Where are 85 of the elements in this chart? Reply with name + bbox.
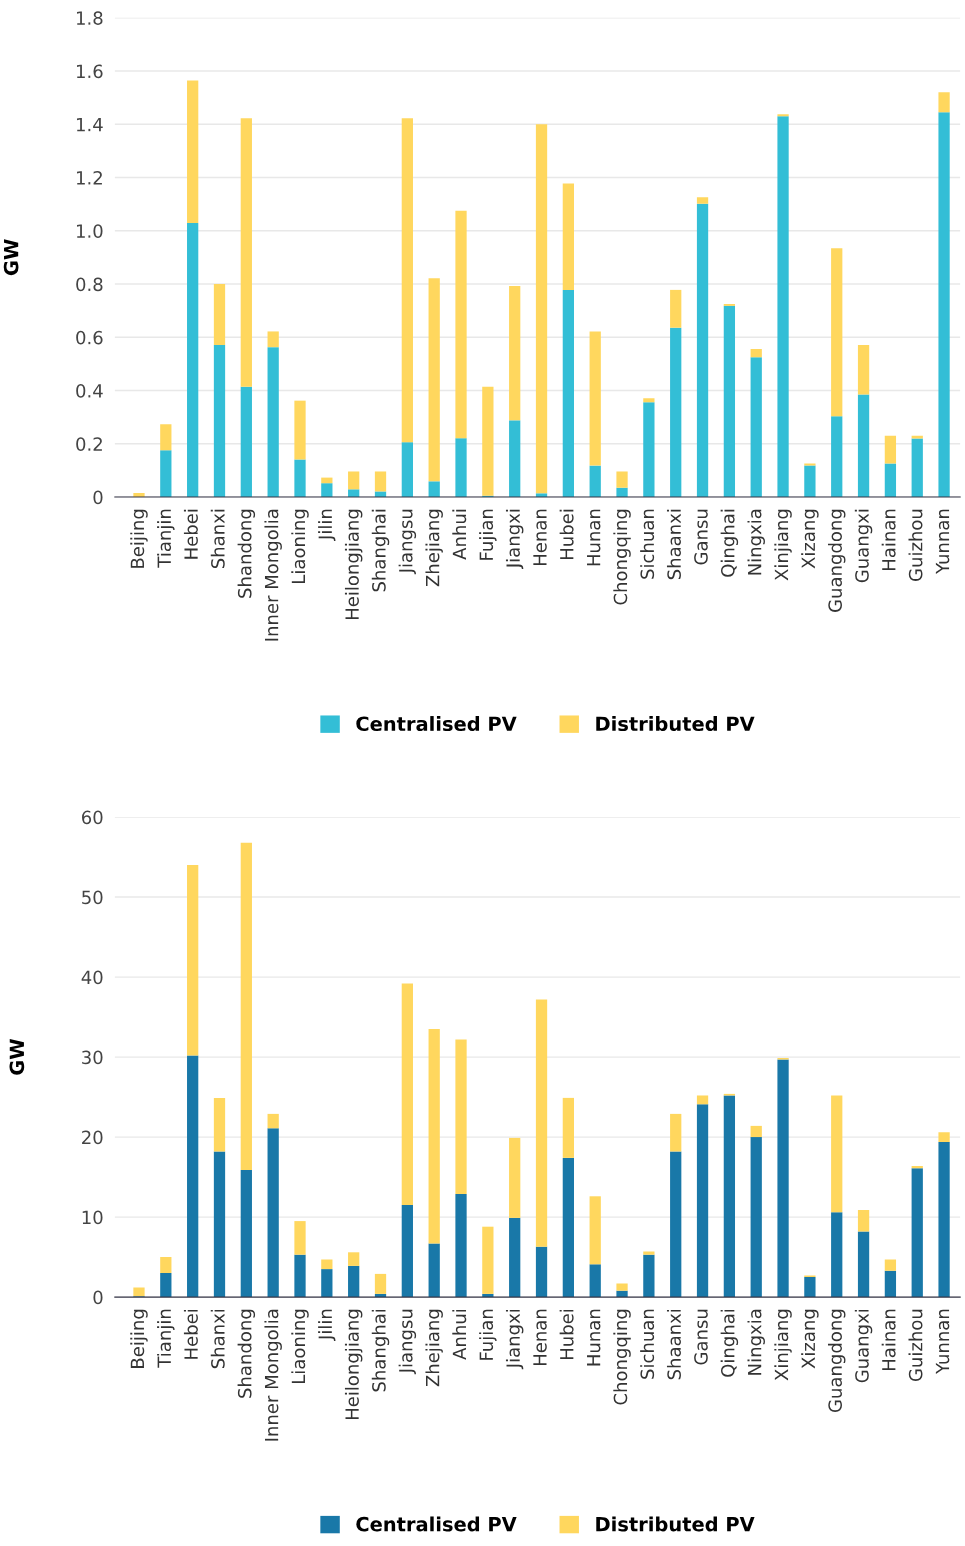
- x-tick-label: Chongqing: [613, 509, 631, 605]
- x-tick-label: Gansu: [694, 509, 708, 565]
- y-tick-label: 1.2: [76, 170, 102, 185]
- x-tick-label: Henan: [533, 1309, 547, 1366]
- x-tick-label: Shanxi: [210, 1309, 225, 1369]
- x-tick-label: Beijing: [130, 509, 148, 568]
- x-tick-label: Hubei: [559, 509, 574, 559]
- x-tick-label: Heilongjiang: [344, 1309, 363, 1420]
- x-tick-label: Hainan: [881, 509, 896, 570]
- x-tick-label: Liaoning: [291, 509, 309, 583]
- x-tick-label: Fujian: [479, 1309, 497, 1360]
- x-tick-label: Guangxi: [854, 509, 873, 583]
- x-tick-label: Hebei: [183, 1309, 198, 1359]
- x-tick-label: Guangxi: [854, 1309, 873, 1383]
- x-tick-label: Tianjin: [157, 1309, 175, 1368]
- x-tick-label: Heilongjiang: [344, 509, 363, 620]
- x-tick-label: Inner Mongolia: [264, 509, 282, 641]
- y-tick-label: 1.8: [76, 11, 103, 25]
- x-tick-label: Jiangxi: [505, 509, 524, 570]
- x-tick-label: Jiangxi: [505, 1309, 524, 1370]
- legend-label: Centralised PV: [356, 716, 517, 732]
- x-tick-label: Guizhou: [908, 509, 923, 581]
- y-tick-label: 1.4: [76, 117, 103, 132]
- y-axis-title: GW: [3, 239, 19, 276]
- x-tick-label: Guangdong: [827, 1309, 846, 1413]
- x-tick-label: Shanghai: [371, 1309, 390, 1392]
- x-tick-label: Jilin: [318, 509, 336, 541]
- y-axis-title: GW: [9, 1038, 25, 1075]
- y-tick-label: 50: [82, 890, 103, 905]
- x-tick-label: Ningxia: [747, 1309, 765, 1375]
- y-tick-label: 0.6: [76, 330, 103, 345]
- y-tick-label: 10: [82, 1210, 103, 1225]
- x-tick-label: Yunnan: [935, 509, 950, 574]
- x-tick-label: Hubei: [559, 1309, 574, 1360]
- x-tick-label: Yunnan: [935, 1309, 950, 1375]
- y-tick-label: 1.0: [76, 224, 103, 238]
- x-tick-label: Xinjiang: [774, 509, 792, 581]
- x-tick-label: Fujian: [479, 509, 497, 560]
- x-tick-label: Shanghai: [371, 509, 390, 592]
- x-tick-label: Zhejiang: [425, 509, 443, 587]
- x-tick-label: Jilin: [318, 1309, 336, 1341]
- x-tick-label: Liaoning: [291, 1309, 309, 1383]
- legend-label: Distributed PV: [596, 716, 755, 732]
- x-tick-label: Guizhou: [908, 1309, 923, 1382]
- y-tick-label: 0.2: [76, 437, 102, 451]
- x-tick-label: Xizang: [801, 1309, 819, 1369]
- x-tick-label: Shaanxi: [666, 1309, 681, 1380]
- x-tick-label: Shandong: [237, 509, 256, 598]
- y-tick-label: 0.4: [76, 384, 103, 398]
- x-tick-label: Anhui: [452, 1309, 467, 1360]
- x-tick-label: Shanxi: [210, 509, 225, 569]
- y-tick-label: 0: [93, 1290, 103, 1305]
- x-tick-label: Henan: [533, 509, 547, 566]
- x-tick-label: Xinjiang: [774, 1309, 792, 1381]
- legend-label: Distributed PV: [596, 1516, 755, 1532]
- x-tick-label: Hainan: [881, 1309, 896, 1371]
- y-tick-label: 30: [82, 1050, 103, 1065]
- x-tick-label: Zhejiang: [425, 1309, 443, 1387]
- x-tick-label: Ningxia: [747, 509, 765, 575]
- x-tick-label: Anhui: [452, 509, 467, 560]
- legend-label: Centralised PV: [356, 1516, 517, 1532]
- x-tick-label: Jiangsu: [398, 1309, 417, 1375]
- x-tick-label: Jiangsu: [398, 509, 417, 575]
- x-tick-label: Shandong: [237, 1309, 256, 1398]
- x-tick-label: Qinghai: [720, 509, 739, 577]
- y-tick-label: 40: [81, 970, 103, 985]
- x-tick-label: Gansu: [694, 1309, 708, 1365]
- y-tick-label: 20: [82, 1130, 103, 1145]
- x-tick-label: Shaanxi: [666, 509, 681, 580]
- x-tick-label: Hunan: [587, 1309, 601, 1366]
- x-tick-label: Tianjin: [157, 509, 175, 568]
- x-tick-label: Sichuan: [640, 1309, 655, 1379]
- x-tick-label: Hebei: [183, 509, 198, 559]
- x-tick-label: Beijing: [130, 1309, 148, 1368]
- x-tick-label: Xizang: [801, 509, 819, 569]
- y-tick-label: 60: [82, 810, 103, 825]
- x-tick-label: Sichuan: [640, 509, 655, 579]
- x-tick-label: Hunan: [587, 509, 601, 566]
- x-tick-label: Qinghai: [720, 1309, 739, 1377]
- y-tick-label: 0: [93, 490, 103, 505]
- x-tick-label: Guangdong: [827, 509, 846, 612]
- x-tick-label: Chongqing: [613, 1309, 631, 1405]
- y-tick-label: 1.6: [76, 64, 103, 79]
- y-tick-label: 0.8: [76, 277, 103, 292]
- x-tick-label: Inner Mongolia: [264, 1309, 282, 1441]
